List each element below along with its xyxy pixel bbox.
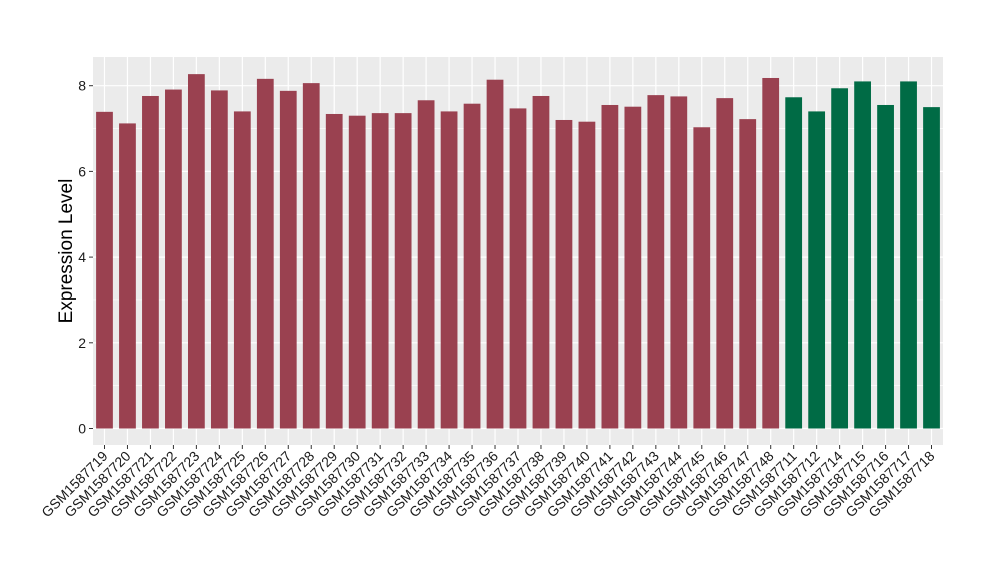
bar: [486, 79, 504, 429]
y-tick-label: 2: [78, 335, 86, 351]
bar: [142, 95, 159, 429]
bar: [233, 111, 251, 429]
y-tick-label: 0: [78, 421, 86, 437]
bar: [578, 121, 596, 429]
bar: [624, 106, 642, 429]
bars-group: [96, 74, 940, 429]
bar: [96, 111, 113, 429]
bar: [165, 89, 182, 429]
bar: [325, 113, 343, 429]
bar: [785, 97, 803, 429]
x-axis: GSM1587719GSM1587720GSM1587721GSM1587722…: [38, 445, 938, 520]
bar: [693, 127, 711, 429]
bar: [831, 88, 849, 429]
bar: [762, 77, 780, 429]
bar: [923, 107, 940, 429]
bar: [417, 100, 435, 429]
bar: [808, 111, 826, 429]
bar: [187, 74, 205, 429]
y-axis-title: Expression Level: [56, 179, 77, 324]
bar: [348, 115, 366, 429]
y-tick-label: 6: [78, 163, 86, 179]
bar: [601, 104, 619, 429]
bar: [854, 81, 871, 429]
bar: [877, 104, 894, 429]
bar: [302, 83, 320, 429]
bar: [463, 103, 481, 429]
bar: [371, 113, 389, 429]
y-tick-label: 4: [78, 249, 86, 265]
bar: [279, 90, 297, 429]
bar: [555, 119, 573, 429]
y-tick-label: 8: [78, 78, 86, 94]
bar: [532, 95, 550, 429]
bar: [509, 108, 527, 429]
bar: [670, 96, 688, 429]
bar: [647, 95, 665, 429]
bar: [739, 119, 757, 429]
y-axis: 0 2 4 6 8: [78, 78, 93, 437]
bar: [394, 113, 412, 429]
bar: [119, 123, 136, 429]
bar: [900, 81, 917, 429]
bar: [210, 90, 228, 429]
bar: [716, 98, 734, 429]
bar: [256, 78, 274, 429]
bar: [440, 111, 458, 429]
